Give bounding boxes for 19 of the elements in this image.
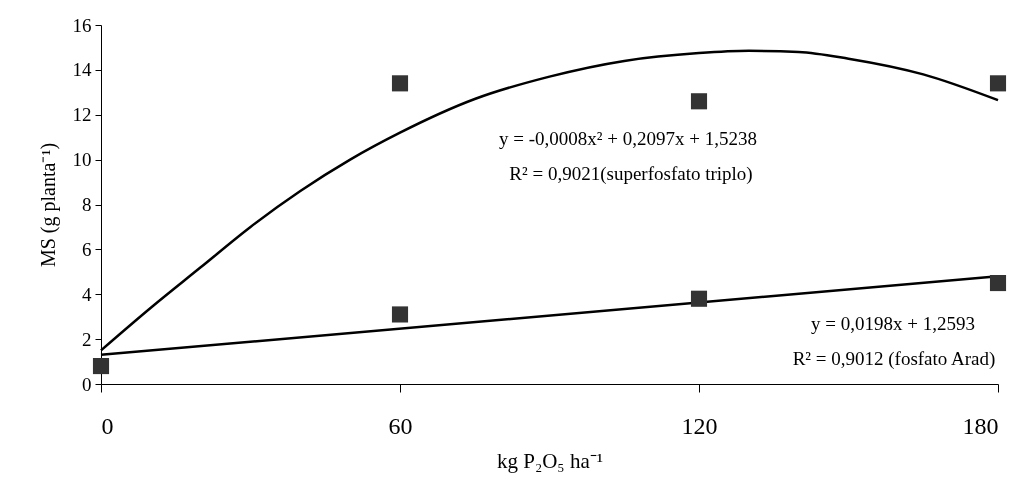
- y-tick-label: 16: [72, 14, 92, 36]
- y-tick-label: 4: [82, 283, 92, 305]
- x-tick-label: 120: [681, 412, 718, 439]
- annotation: y = -0,0008x² + 0,2097x + 1,5238: [499, 128, 757, 149]
- y-axis-title: MS (g planta⁻¹): [36, 142, 60, 268]
- x-tick-label: 0: [101, 412, 114, 439]
- x-tick-label: 180: [962, 412, 999, 439]
- y-tick-label: 14: [72, 59, 92, 81]
- x-tick-label: 60: [388, 412, 413, 439]
- annotation: y = 0,0198x + 1,2593: [811, 313, 975, 334]
- annotation: R² = 0,9021(superfosfato triplo): [509, 163, 753, 185]
- y-tick-label: 8: [82, 194, 92, 215]
- y-tick-label: 2: [82, 328, 92, 350]
- y-tick-label: 6: [82, 238, 92, 260]
- y-tick-label: 12: [72, 104, 92, 126]
- x-axis-title: kg P₂O₅ ha⁻¹: [496, 448, 604, 473]
- y-tick-label: 10: [72, 149, 92, 171]
- annotation: R² = 0,9012 (fosfato Arad): [792, 348, 996, 370]
- y-tick-label: 0: [82, 373, 92, 395]
